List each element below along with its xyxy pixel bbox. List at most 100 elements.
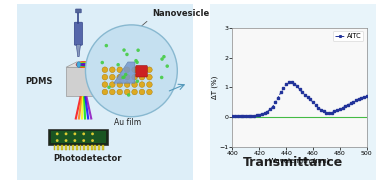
FancyBboxPatch shape [94, 145, 96, 150]
Circle shape [65, 132, 67, 135]
Circle shape [160, 57, 164, 61]
Ellipse shape [77, 62, 81, 68]
Circle shape [127, 93, 130, 97]
FancyBboxPatch shape [102, 145, 104, 150]
Ellipse shape [81, 63, 86, 66]
Text: Photodetector: Photodetector [53, 154, 121, 163]
AITC [270, 105, 275, 108]
Text: Transmittance: Transmittance [243, 156, 343, 169]
Circle shape [121, 76, 125, 79]
Text: Nanovesicle: Nanovesicle [153, 9, 210, 18]
X-axis label: Wavelength (nm): Wavelength (nm) [270, 158, 330, 164]
Ellipse shape [80, 63, 87, 66]
Circle shape [147, 74, 152, 80]
FancyBboxPatch shape [68, 145, 70, 150]
Circle shape [139, 67, 145, 72]
Circle shape [107, 86, 111, 89]
Line: AITC: AITC [231, 81, 368, 117]
Circle shape [122, 75, 126, 79]
FancyBboxPatch shape [136, 66, 147, 77]
Circle shape [82, 139, 85, 142]
Circle shape [160, 76, 163, 79]
AITC [230, 115, 235, 118]
Ellipse shape [77, 62, 90, 68]
Circle shape [166, 64, 169, 68]
Circle shape [132, 82, 137, 87]
Circle shape [134, 59, 138, 62]
AITC [289, 81, 294, 83]
Polygon shape [114, 62, 135, 83]
Circle shape [139, 89, 145, 95]
AITC [362, 96, 366, 98]
FancyBboxPatch shape [76, 145, 78, 150]
Circle shape [102, 82, 108, 87]
Circle shape [73, 139, 76, 142]
Ellipse shape [78, 62, 89, 67]
Circle shape [135, 61, 139, 64]
FancyBboxPatch shape [83, 145, 85, 150]
Circle shape [65, 139, 67, 142]
Text: PDMS: PDMS [25, 77, 53, 86]
Circle shape [91, 139, 94, 142]
Circle shape [73, 132, 76, 135]
Circle shape [162, 55, 166, 59]
FancyBboxPatch shape [80, 145, 81, 150]
Circle shape [124, 82, 130, 87]
Circle shape [124, 67, 130, 72]
Polygon shape [76, 44, 81, 57]
Polygon shape [105, 62, 116, 95]
Text: Au film: Au film [114, 118, 141, 128]
Circle shape [139, 74, 145, 80]
Circle shape [122, 48, 126, 52]
FancyBboxPatch shape [91, 145, 93, 150]
Circle shape [105, 44, 108, 47]
FancyBboxPatch shape [74, 22, 82, 45]
Circle shape [110, 89, 115, 95]
AITC [321, 110, 326, 112]
Circle shape [82, 132, 85, 135]
Circle shape [110, 74, 115, 80]
Circle shape [132, 74, 137, 80]
Circle shape [110, 67, 115, 72]
FancyBboxPatch shape [61, 145, 63, 150]
Circle shape [147, 67, 152, 72]
FancyBboxPatch shape [206, 0, 378, 184]
Y-axis label: ΔT (%): ΔT (%) [211, 76, 218, 99]
FancyBboxPatch shape [57, 145, 59, 150]
Circle shape [56, 139, 59, 142]
FancyBboxPatch shape [48, 129, 108, 145]
FancyBboxPatch shape [98, 145, 100, 150]
Circle shape [85, 25, 177, 117]
Circle shape [124, 73, 127, 76]
Ellipse shape [76, 61, 91, 68]
Circle shape [124, 89, 130, 95]
Circle shape [102, 74, 108, 80]
Circle shape [110, 82, 115, 87]
Circle shape [136, 79, 139, 83]
Polygon shape [66, 67, 105, 95]
Circle shape [102, 67, 108, 72]
AITC [364, 95, 369, 98]
FancyBboxPatch shape [13, 0, 197, 184]
Circle shape [91, 132, 94, 135]
FancyBboxPatch shape [87, 145, 89, 150]
AITC [273, 101, 278, 103]
Polygon shape [66, 62, 116, 67]
FancyBboxPatch shape [76, 9, 81, 13]
Circle shape [117, 89, 122, 95]
Circle shape [102, 89, 108, 95]
Circle shape [139, 82, 145, 87]
Circle shape [147, 82, 152, 87]
Circle shape [147, 89, 152, 95]
Circle shape [132, 67, 137, 72]
FancyBboxPatch shape [54, 145, 56, 150]
AITC [260, 113, 264, 115]
Legend: AITC: AITC [333, 31, 363, 41]
AITC [330, 112, 334, 114]
FancyBboxPatch shape [65, 145, 67, 150]
Circle shape [56, 132, 59, 135]
Circle shape [117, 82, 122, 87]
Circle shape [124, 74, 130, 80]
Circle shape [136, 48, 140, 52]
Ellipse shape [79, 63, 88, 67]
